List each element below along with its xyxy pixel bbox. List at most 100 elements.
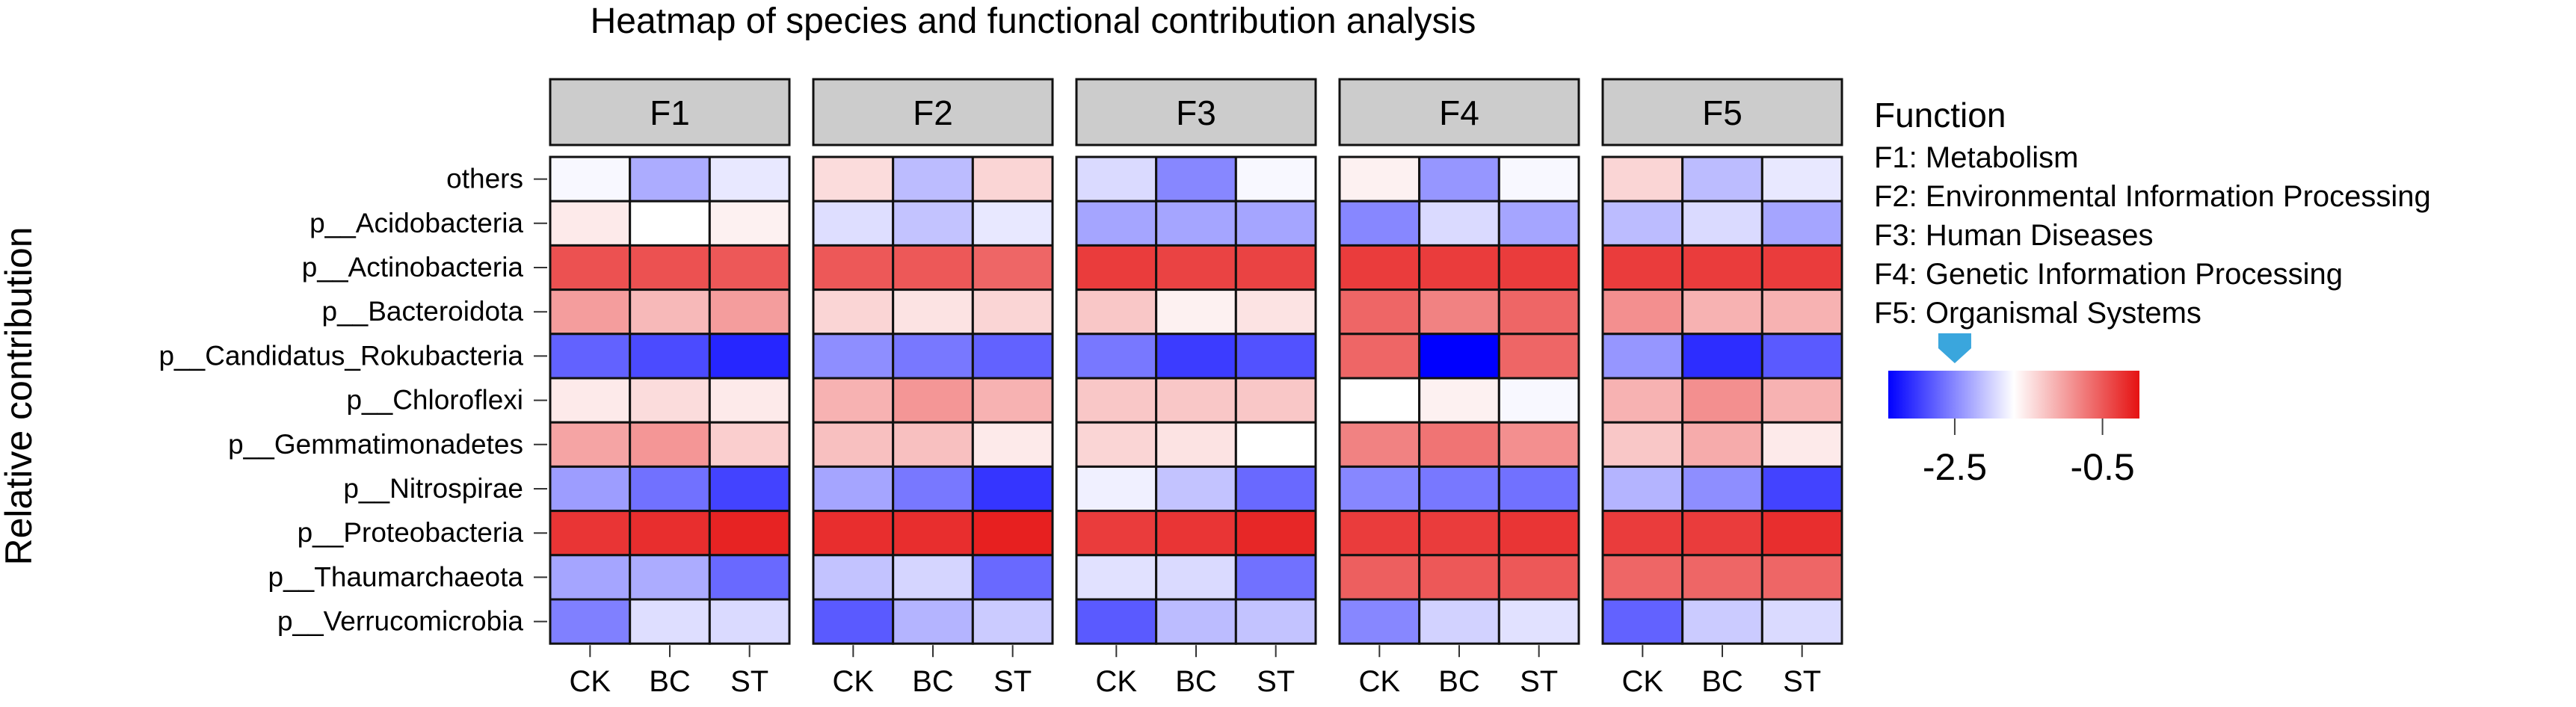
heatmap-cell xyxy=(971,465,1054,513)
heatmap-cell xyxy=(1155,554,1237,601)
heatmap-cell xyxy=(971,510,1054,557)
heatmap-cell xyxy=(1234,333,1317,380)
heatmap-cell xyxy=(892,200,974,247)
heatmap-cell xyxy=(1760,288,1843,336)
x-tick-label: CK xyxy=(833,665,875,698)
x-tick-label: BC xyxy=(1701,665,1743,698)
heatmap-cell xyxy=(1418,333,1500,380)
heatmap-cell xyxy=(1681,200,1763,247)
heatmap-cell xyxy=(1338,200,1421,247)
x-tick-label: ST xyxy=(1257,665,1295,698)
x-tick-label: ST xyxy=(993,665,1032,698)
heatmap-cell xyxy=(812,421,895,468)
heatmap-cell xyxy=(708,510,791,557)
facet-header xyxy=(549,78,791,146)
heatmap-cell xyxy=(629,333,711,380)
heatmap-cell xyxy=(1338,377,1421,424)
heatmap-cell xyxy=(1075,333,1158,380)
heatmap-cell xyxy=(1760,554,1843,601)
heatmap-cell xyxy=(1760,598,1843,645)
facet-panel-f2: F2 CK BC ST xyxy=(812,78,1054,698)
heatmap-cell xyxy=(1075,465,1158,513)
heatmap-cell xyxy=(1155,200,1237,247)
heatmap-cell xyxy=(892,377,974,424)
heatmap-cell xyxy=(1234,510,1317,557)
row-label: p__Candidatus_Rokubacteria xyxy=(158,340,523,371)
heatmap-cell xyxy=(1155,510,1237,557)
chart-title: Heatmap of species and functional contri… xyxy=(591,1,1476,41)
heatmap-cell xyxy=(1155,598,1237,645)
heatmap-cell xyxy=(1497,554,1580,601)
heatmap-cell xyxy=(1155,421,1237,468)
heatmap-cell xyxy=(1155,465,1237,513)
heatmap-cell xyxy=(1681,465,1763,513)
function-legend: Function F1: Metabolism F2: Environmental … xyxy=(1874,96,2431,330)
x-tick-label: BC xyxy=(912,665,954,698)
heatmap-cell xyxy=(1601,288,1684,336)
heatmap-cell xyxy=(1497,244,1580,291)
row-label: others xyxy=(446,164,523,194)
heatmap-cell xyxy=(549,421,632,468)
x-tick-label: ST xyxy=(1783,665,1821,698)
heatmap-cell xyxy=(1601,155,1684,203)
heatmap-cell xyxy=(812,377,895,424)
heatmap-cell xyxy=(1234,421,1317,468)
heatmap-cell xyxy=(1155,333,1237,380)
row-label: p__Nitrospirae xyxy=(343,473,523,504)
heatmap-cell xyxy=(892,244,974,291)
facet-header xyxy=(812,78,1054,146)
heatmap-cell xyxy=(1681,554,1763,601)
colorbar-tick-label: -2.5 xyxy=(1923,446,1987,488)
heatmap-cell xyxy=(629,155,711,203)
row-label: p__Acidobacteria xyxy=(309,208,523,238)
heatmap-cell xyxy=(812,333,895,380)
heatmap-cell xyxy=(708,288,791,336)
heatmap-cell xyxy=(708,244,791,291)
heatmap-cell xyxy=(629,377,711,424)
heatmap-cell xyxy=(629,510,711,557)
heatmap-cell xyxy=(1155,155,1237,203)
heatmap-cell xyxy=(971,377,1054,424)
heatmap-cell xyxy=(971,333,1054,380)
colorbar-tick-label: -0.5 xyxy=(2071,446,2135,488)
heatmap-cell xyxy=(1760,333,1843,380)
heatmap-cell xyxy=(1760,155,1843,203)
heatmap-cell xyxy=(892,155,974,203)
heatmap-cell xyxy=(1681,421,1763,468)
heatmap-cell xyxy=(1338,421,1421,468)
colorbar-marker-icon xyxy=(1938,333,1971,363)
heatmap-cell xyxy=(1601,510,1684,557)
heatmap-cell xyxy=(708,554,791,601)
heatmap-cell xyxy=(708,598,791,645)
heatmap-cell xyxy=(1075,421,1158,468)
row-label: p__Chloroflexi xyxy=(346,385,523,416)
heatmap-cell xyxy=(549,288,632,336)
heatmap-cell xyxy=(708,377,791,424)
heatmap-cell xyxy=(971,244,1054,291)
heatmap-cell xyxy=(1418,200,1500,247)
x-tick-label: ST xyxy=(1520,665,1558,698)
heatmap-cell xyxy=(629,200,711,247)
heatmap-cell xyxy=(1418,465,1500,513)
heatmap-cell xyxy=(971,155,1054,203)
colorbar-gradient xyxy=(1888,371,2139,419)
heatmap-cell xyxy=(708,465,791,513)
heatmap-cell xyxy=(1497,377,1580,424)
heatmap-cell xyxy=(1418,244,1500,291)
heatmap-cell xyxy=(629,465,711,513)
heatmap-cell xyxy=(1234,244,1317,291)
x-tick-label: BC xyxy=(1438,665,1480,698)
x-tick-label: BC xyxy=(1175,665,1217,698)
heatmap-cell xyxy=(708,333,791,380)
heatmap-cell xyxy=(549,465,632,513)
facet-panel-f1: F1 CK BC ST xyxy=(549,78,791,698)
heatmap-cell xyxy=(1418,421,1500,468)
heatmap-cell xyxy=(1075,244,1158,291)
legend-item: F4: Genetic Information Processing xyxy=(1874,258,2343,291)
heatmap-cell xyxy=(812,510,895,557)
heatmap-cell xyxy=(1681,377,1763,424)
facet-header xyxy=(1075,78,1317,146)
heatmap-cell xyxy=(1418,554,1500,601)
heatmap-cell xyxy=(892,598,974,645)
legend-title: Function xyxy=(1874,96,2006,135)
